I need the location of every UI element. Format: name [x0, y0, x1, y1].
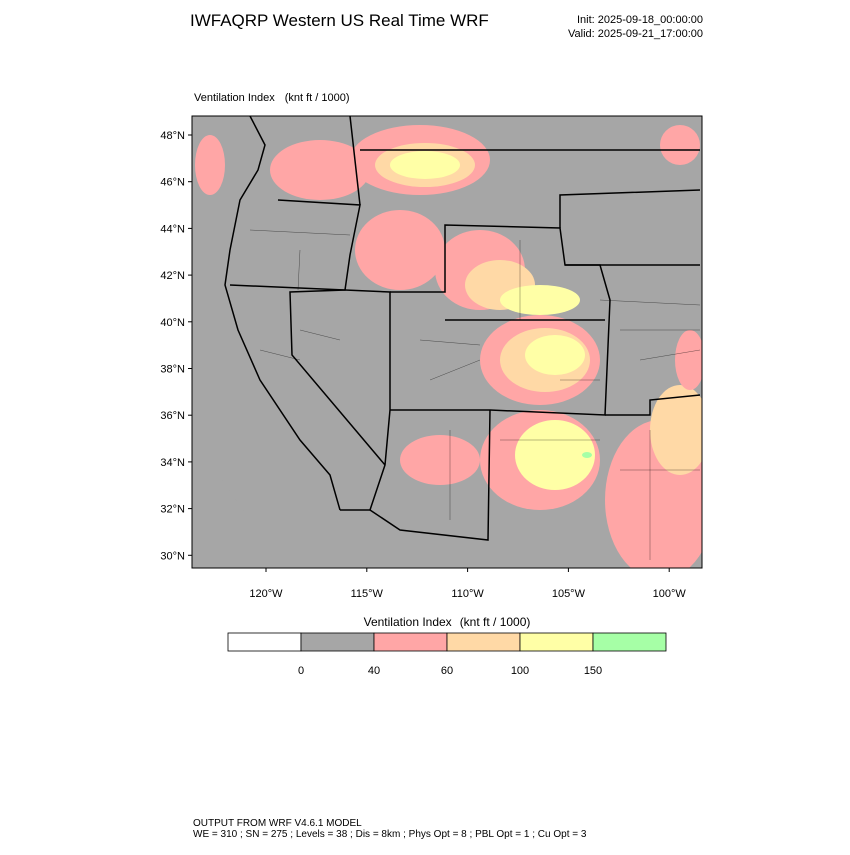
lon-label: 110°W [451, 588, 484, 600]
title: IWFAQRP Western US Real Time WRF [190, 11, 489, 30]
valid-time: Valid: 2025-09-21_17:00:00 [568, 28, 703, 40]
colorbar-tick-label: 60 [441, 665, 453, 677]
lat-label: 42°N [160, 270, 185, 282]
map-label: Ventilation Index (knt ft / 1000) [194, 92, 350, 104]
map-frame [191, 115, 703, 569]
colorbar-box [519, 632, 594, 652]
init-time: Init: 2025-09-18_00:00:00 [577, 14, 703, 26]
lat-label: 36°N [160, 410, 185, 422]
lat-label: 34°N [160, 457, 185, 469]
map-label-name: Ventilation Index [194, 92, 275, 104]
lat-label: 40°N [160, 317, 185, 329]
colorbar-tick-label: 40 [368, 665, 380, 677]
lon-label: 115°W [351, 588, 384, 600]
map-label-units: (knt ft / 1000) [285, 92, 350, 104]
lat-label: 30°N [160, 550, 185, 562]
map: 48°N 46°N 44°N 42°N 40°N 38°N 36°N 34°N 32°N 30°N… [160, 115, 703, 600]
colorbar-box [446, 632, 521, 652]
colorbar-label-units: (knt ft / 1000) [460, 615, 531, 629]
colorbar-box [227, 632, 302, 652]
lat-label: 44°N [160, 223, 185, 235]
lon-label: 105°W [552, 588, 586, 600]
field [192, 116, 702, 568]
footer-line-1: OUTPUT FROM WRF V4.6.1 MODEL [193, 818, 362, 829]
colorbar-label-name: Ventilation Index [364, 615, 452, 629]
lon-label: 120°W [249, 588, 283, 600]
colorbar: 0 40 60 100 150 [227, 632, 667, 677]
footer-line-2: WE = 310 ; SN = 275 ; Levels = 38 ; Dis … [193, 829, 587, 840]
colorbar-box [373, 632, 448, 652]
colorbar-box [592, 632, 667, 652]
colorbar-box [300, 632, 375, 652]
colorbar-tick-label: 100 [511, 665, 529, 677]
colorbar-tick-label: 0 [298, 665, 304, 677]
lat-label: 38°N [160, 364, 185, 376]
lon-label: 100°W [653, 588, 687, 600]
colorbar-tick-label: 150 [584, 665, 602, 677]
lon-labels: 120°W 115°W 110°W 105°W 100°W [249, 568, 686, 600]
lat-labels: 48°N 46°N 44°N 42°N 40°N 38°N 36°N 34°N 32°N 30°N [160, 130, 192, 562]
lat-label: 46°N [160, 177, 185, 189]
lat-label: 32°N [160, 504, 185, 516]
lat-label: 48°N [160, 130, 185, 142]
colorbar-label: Ventilation Index (knt ft / 1000) [364, 615, 531, 629]
